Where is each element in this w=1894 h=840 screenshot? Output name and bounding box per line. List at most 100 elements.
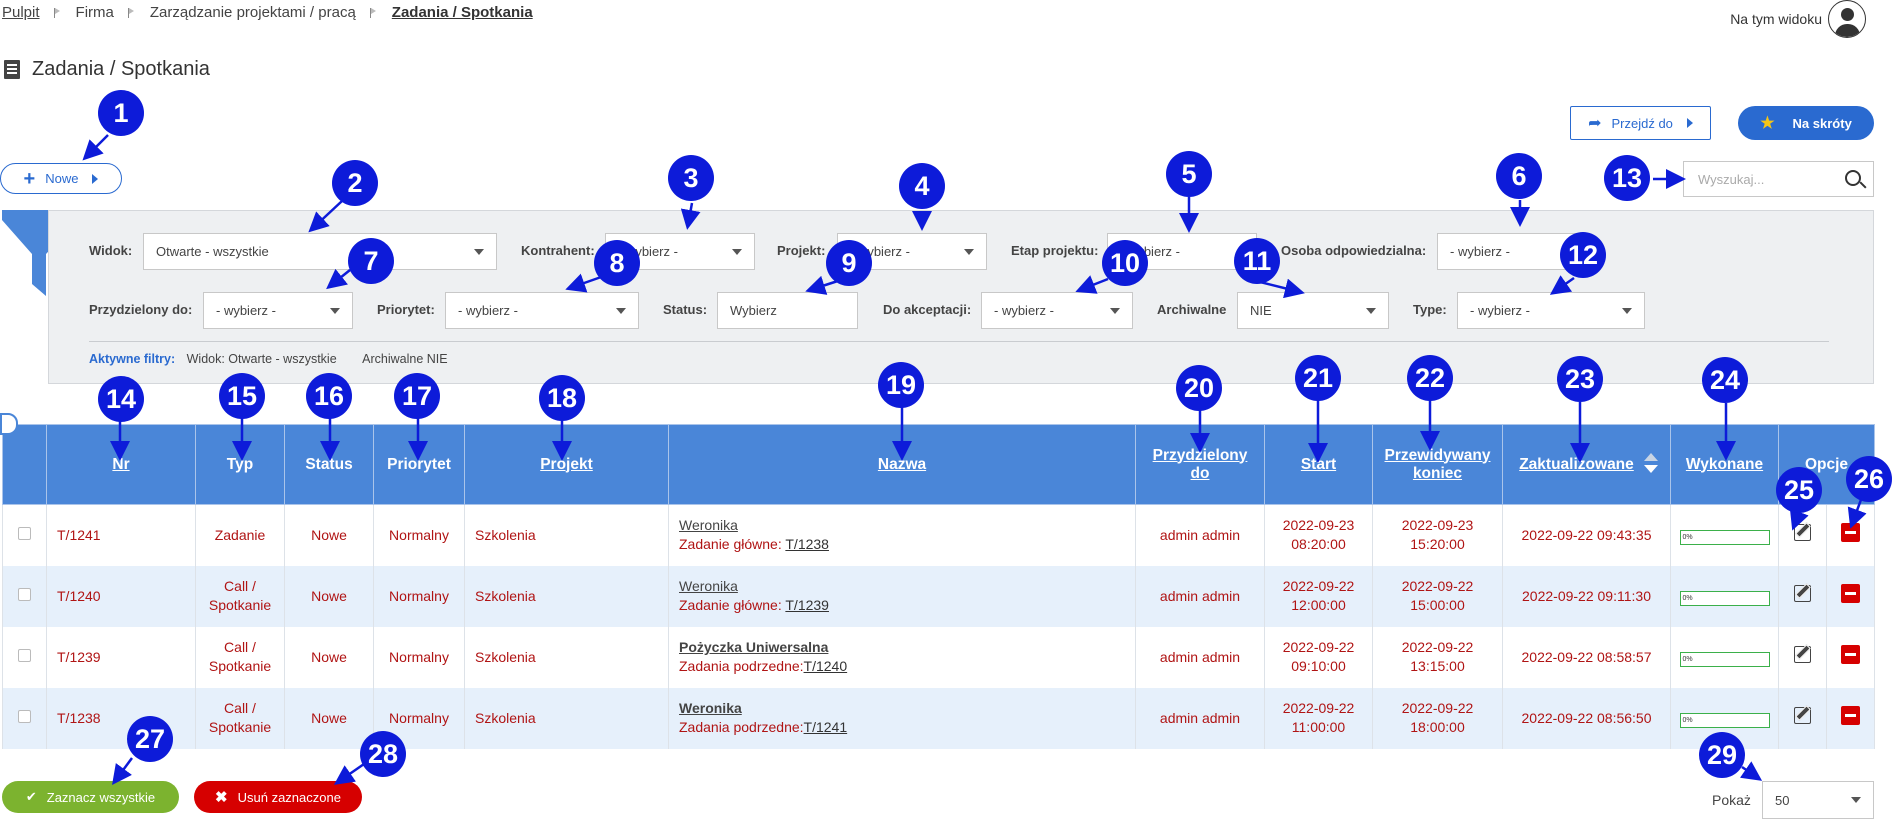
header-typ: Typ <box>195 424 285 505</box>
table-toggle-icon[interactable] <box>0 413 18 435</box>
filter-widok-select[interactable]: Otwarte - wszystkie <box>143 233 497 270</box>
filter-przydzielony-value: - wybierz - <box>216 303 276 318</box>
cell-koniec-date: 2022-09-22 <box>1401 578 1474 594</box>
breadcrumb-firma[interactable]: Firma <box>75 4 114 21</box>
task-name-link[interactable]: Pożyczka Uniwersalna <box>679 639 829 655</box>
delete-icon[interactable] <box>1841 645 1860 664</box>
page-size-select[interactable]: 50 <box>1762 781 1874 819</box>
sort-icon[interactable] <box>1644 453 1658 473</box>
marker-8: 8 <box>594 240 640 286</box>
row-checkbox[interactable] <box>18 526 31 540</box>
table-row[interactable]: T/1240 Call / Spotkanie Nowe Normalny Szkolen… <box>2 565 1876 627</box>
breadcrumb-separator-icon <box>127 7 136 18</box>
chevron-down-icon <box>1110 308 1120 314</box>
list-icon <box>4 60 20 79</box>
cell-wykonane: 0% <box>1670 687 1779 749</box>
new-button[interactable]: + Nowe <box>0 163 122 194</box>
delete-icon[interactable] <box>1841 584 1860 603</box>
breadcrumb-projects[interactable]: Zarządzanie projektami / pracą <box>149 4 356 21</box>
filter-type-select[interactable]: - wybierz - <box>1457 292 1645 329</box>
shortcuts-button[interactable]: ★ Na skróty <box>1738 106 1874 140</box>
breadcrumb-pulpit[interactable]: Pulpit <box>2 4 40 21</box>
cell-koniec-time: 13:15:00 <box>1410 658 1465 674</box>
marker-26: 26 <box>1846 456 1892 502</box>
filter-status-select[interactable]: Wybierz <box>717 292 858 329</box>
cell-typ-line2: Spotkanie <box>208 719 272 735</box>
row-checkbox[interactable] <box>18 709 31 723</box>
cell-status: Nowe <box>284 504 374 566</box>
cell-nr[interactable]: T/1241 <box>46 504 196 566</box>
filter-type-label: Type: <box>1413 302 1447 317</box>
row-checkbox[interactable] <box>18 648 31 662</box>
cell-koniec-time: 15:20:00 <box>1410 536 1465 553</box>
cell-nr[interactable]: T/1240 <box>46 565 196 627</box>
filter-akceptacja-label: Do akceptacji: <box>883 302 972 317</box>
marker-4: 4 <box>899 163 945 209</box>
goto-label: Przejdź do <box>1611 115 1673 131</box>
filter-priorytet-select[interactable]: - wybierz - <box>445 292 639 329</box>
chevron-down-icon <box>1851 797 1861 803</box>
cell-wykonane: 0% <box>1670 565 1779 627</box>
cell-nr[interactable]: T/1239 <box>46 626 196 688</box>
cell-delete <box>1825 626 1876 688</box>
filter-widok-label: Widok: <box>89 243 133 258</box>
avatar-icon[interactable] <box>1828 0 1866 38</box>
cell-delete <box>1825 687 1876 749</box>
header-zaktualizowane[interactable]: Zaktualizowane <box>1502 424 1671 505</box>
filter-archiwalne-value: NIE <box>1250 303 1272 318</box>
filter-projekt-label: Projekt: <box>777 243 826 258</box>
filter-akceptacja-select[interactable]: - wybierz - <box>981 292 1133 329</box>
cell-nazwa: Weronika Zadania podrzedne:T/1241 <box>668 687 1136 749</box>
header-koniec[interactable]: Przewidywany koniec <box>1372 424 1503 505</box>
cell-projekt: Szkolenia <box>464 565 669 627</box>
chevron-down-icon <box>732 249 742 255</box>
header-start[interactable]: Start <box>1264 424 1373 505</box>
marker-3: 3 <box>668 155 714 201</box>
search-icon[interactable] <box>1845 170 1861 186</box>
progress-label: 0% <box>1682 656 1693 663</box>
cell-typ-line1: Call / <box>224 700 256 716</box>
task-relation-link[interactable]: T/1238 <box>785 536 829 553</box>
row-checkbox-cell <box>2 626 47 688</box>
task-name-link[interactable]: Weronika <box>679 578 738 594</box>
row-checkbox[interactable] <box>18 587 31 601</box>
task-relation-label: Zadania podrzedne: <box>679 658 804 674</box>
header-wykonane[interactable]: Wykonane <box>1670 424 1779 505</box>
search-input[interactable]: Wyszukaj... <box>1683 161 1874 197</box>
marker-23: 23 <box>1557 356 1603 402</box>
cell-przydzielony: admin admin <box>1135 565 1265 627</box>
marker-29: 29 <box>1699 732 1745 778</box>
cell-wykonane: 0% <box>1670 626 1779 688</box>
cell-projekt: Szkolenia <box>464 626 669 688</box>
caret-right-icon <box>92 173 99 184</box>
header-przydzielony-line2: do <box>1190 464 1210 482</box>
table-row[interactable]: T/1239 Call / Spotkanie Nowe Normalny Szkolen… <box>2 626 1876 688</box>
cell-start-time: 09:10:00 <box>1291 658 1346 674</box>
marker-27: 27 <box>127 716 173 762</box>
header-projekt[interactable]: Projekt <box>464 424 669 505</box>
delete-selected-button[interactable]: ✖ Usuń zaznaczone <box>194 781 362 813</box>
task-relation-label: Zadanie główne: <box>679 597 786 613</box>
breadcrumb-current[interactable]: Zadania / Spotkania <box>391 4 533 21</box>
goto-button[interactable]: ➦ Przejdź do <box>1570 106 1711 140</box>
edit-icon[interactable] <box>1794 646 1811 663</box>
edit-icon[interactable] <box>1794 707 1811 724</box>
task-relation-link[interactable]: T/1239 <box>785 597 829 613</box>
task-relation-link[interactable]: T/1240 <box>803 658 848 674</box>
cell-start: 2022-09-22 12:00:00 <box>1264 565 1373 627</box>
task-relation-link[interactable]: T/1241 <box>803 719 848 735</box>
filter-przydzielony-select[interactable]: - wybierz - <box>203 292 353 329</box>
delete-icon[interactable] <box>1841 706 1860 725</box>
task-name-link[interactable]: Weronika <box>679 517 738 534</box>
cell-start: 2022-09-22 09:10:00 <box>1264 626 1373 688</box>
caret-right-icon <box>1686 118 1693 128</box>
table-row[interactable]: T/1238 Call / Spotkanie Nowe Normalny Szkolen… <box>2 687 1876 749</box>
select-all-button[interactable]: ✔ Zaznacz wszystkie <box>2 781 179 813</box>
cell-start-time: 11:00:00 <box>1291 719 1346 735</box>
task-name-link[interactable]: Weronika <box>679 700 742 716</box>
progress-bar: 0% <box>1679 713 1770 728</box>
edit-icon[interactable] <box>1794 585 1811 602</box>
filter-archiwalne-select[interactable]: NIE <box>1237 292 1389 329</box>
close-icon: ✖ <box>215 789 228 806</box>
